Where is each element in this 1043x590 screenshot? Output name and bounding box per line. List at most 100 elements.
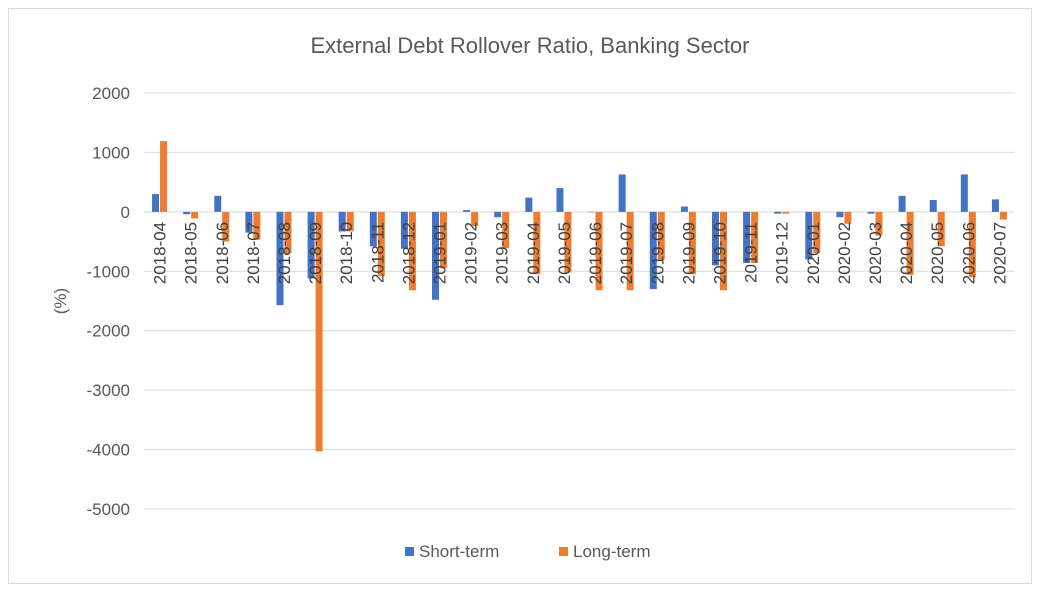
bar-long-term-2018-07: [253, 211, 261, 240]
bar-long-term-2019-02: [471, 211, 479, 227]
x-tick-label: 2019-09: [679, 222, 698, 284]
legend: Short-term Long-term: [405, 542, 650, 561]
chart-area: External Debt Rollover Ratio, Banking Se…: [8, 8, 1032, 584]
bar-short-term-2019-06: [587, 211, 595, 213]
x-tick-label: 2020-03: [866, 222, 885, 284]
x-tick-label: 2020-02: [835, 222, 854, 284]
bar-short-term-2020-04: [898, 195, 906, 212]
y-axis-label: (%): [51, 288, 70, 314]
bar-long-term-2020-02: [844, 211, 852, 224]
bar-short-term-2018-05: [183, 211, 191, 215]
y-tick-labels: 2000 1000 0 -1000 -2000 -3000 -4000 -5000: [87, 84, 130, 519]
bar-long-term-2018-10: [346, 211, 354, 232]
x-tick-label: 2020-04: [897, 222, 916, 284]
bar-long-term-2019-03: [502, 211, 510, 249]
bar-long-term-2019-06: [595, 211, 603, 291]
x-tick-label: 2019-10: [710, 222, 729, 284]
bar-long-term-2020-01: [813, 211, 821, 253]
x-tick-label: 2019-05: [555, 222, 574, 284]
bar-long-term-2019-10: [719, 211, 727, 291]
bar-short-term-2019-04: [525, 197, 533, 212]
bar-long-term-2019-05: [564, 211, 572, 273]
x-tick-label: 2018-07: [244, 222, 263, 284]
bar-long-term-2018-05: [191, 211, 199, 219]
y-tick-label: 1000: [92, 143, 130, 162]
x-tick-label: 2018-09: [306, 222, 325, 284]
bar-short-term-2018-09: [307, 211, 315, 279]
x-tick-label: 2019-01: [431, 222, 450, 284]
bar-long-term-2019-04: [533, 211, 541, 275]
bar-short-term-2018-10: [338, 211, 346, 232]
y-tick-label: -5000: [87, 500, 130, 519]
x-tick-label: 2019-04: [524, 222, 543, 284]
bar-long-term-2019-01: [440, 211, 448, 269]
x-tick-label: 2018-04: [151, 222, 170, 284]
bar-short-term-2019-10: [711, 211, 719, 266]
bars: [152, 141, 1007, 452]
x-tick-label: 2019-07: [617, 222, 636, 284]
bar-long-term-2019-11: [751, 211, 759, 263]
bar-long-term-2020-03: [875, 211, 883, 236]
bar-short-term-2018-12: [400, 211, 408, 249]
y-tick-label: -4000: [87, 441, 130, 460]
x-tick-label: 2018-12: [399, 222, 418, 284]
bar-short-term-2018-11: [369, 211, 377, 247]
gridlines: [144, 92, 1015, 510]
y-tick-label: 0: [121, 203, 130, 222]
x-tick-label: 2018-08: [275, 222, 294, 284]
bar-short-term-2020-05: [929, 199, 937, 212]
bar-short-term-2020-01: [805, 211, 813, 260]
bar-short-term-2020-02: [836, 211, 844, 218]
x-tick-label: 2020-07: [990, 222, 1009, 284]
x-tick-label: 2020-05: [928, 222, 947, 284]
bar-long-term-2018-09: [315, 211, 323, 452]
bar-chart: External Debt Rollover Ratio, Banking Se…: [51, 33, 1015, 561]
x-tick-label: 2020-06: [959, 222, 978, 284]
bar-long-term-2019-07: [626, 211, 634, 291]
bar-short-term-2019-03: [494, 211, 502, 218]
bar-short-term-2018-08: [276, 211, 284, 306]
bar-short-term-2018-06: [214, 195, 222, 212]
bar-long-term-2019-09: [688, 211, 696, 275]
bar-short-term-2019-07: [618, 174, 626, 212]
bar-long-term-2018-12: [408, 211, 416, 291]
x-tick-label: 2019-06: [586, 222, 605, 284]
x-tick-label: 2019-02: [462, 222, 481, 284]
bar-long-term-2018-04: [160, 141, 168, 212]
x-tick-label: 2018-11: [368, 222, 387, 283]
bar-short-term-2019-09: [680, 206, 688, 212]
bar-long-term-2018-06: [222, 211, 230, 242]
bar-long-term-2019-08: [657, 211, 665, 260]
bar-short-term-2019-12: [774, 211, 782, 214]
legend-swatch: [405, 547, 414, 556]
bar-long-term-2018-08: [284, 211, 292, 254]
bar-short-term-2020-03: [867, 211, 875, 214]
bar-long-term-2019-12: [782, 211, 790, 214]
bar-short-term-2020-06: [960, 174, 968, 212]
x-tick-label: 2019-08: [648, 222, 667, 284]
bar-long-term-2020-05: [937, 211, 945, 247]
bar-long-term-2020-07: [999, 211, 1007, 220]
x-tick-label: 2019-11: [742, 222, 761, 283]
x-tick-label: 2019-03: [493, 222, 512, 284]
x-tick-labels: 2018-04 2018-05 2018-06 2018-07 2018-08 2018-…: [151, 222, 1010, 284]
bar-short-term-2020-07: [991, 199, 999, 212]
bar-short-term-2019-02: [463, 210, 471, 212]
y-tick-label: -3000: [87, 381, 130, 400]
legend-label: Long-term: [573, 542, 650, 561]
y-tick-label: -1000: [87, 262, 130, 281]
bar-short-term-2018-07: [245, 211, 253, 233]
x-tick-label: 2020-01: [804, 222, 823, 284]
x-tick-label: 2018-06: [213, 222, 232, 284]
x-tick-label: 2018-05: [182, 222, 201, 284]
legend-label: Short-term: [419, 542, 499, 561]
bar-short-term-2019-01: [432, 211, 440, 300]
y-tick-label: 2000: [92, 84, 130, 103]
x-tick-label: 2018-10: [337, 222, 356, 284]
bar-long-term-2020-06: [968, 211, 976, 278]
bar-long-term-2018-11: [377, 211, 385, 277]
bar-short-term-2019-08: [649, 211, 657, 290]
legend-swatch: [559, 547, 568, 556]
bar-short-term-2018-04: [152, 194, 160, 212]
bar-long-term-2020-04: [906, 211, 914, 275]
